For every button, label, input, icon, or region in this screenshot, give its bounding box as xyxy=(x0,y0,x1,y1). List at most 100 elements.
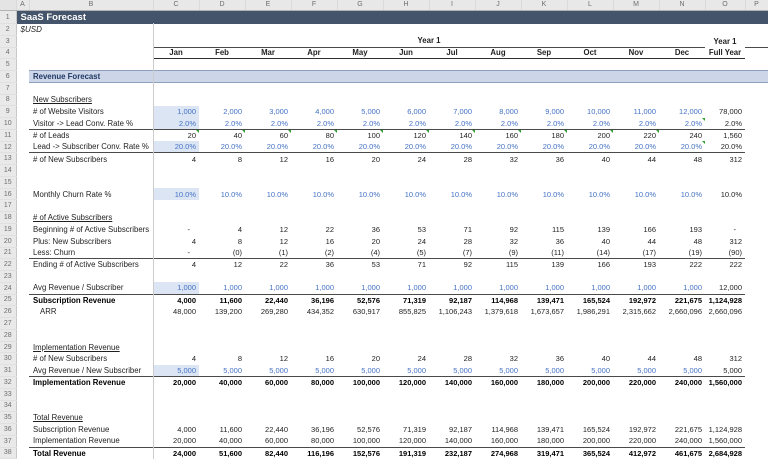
cell-O15[interactable] xyxy=(705,176,745,188)
row-label-22[interactable]: Ending # of Active Subscribers xyxy=(29,258,153,271)
cell-K8[interactable] xyxy=(521,94,567,106)
cell-N13[interactable]: 48 xyxy=(659,152,705,165)
cell-B23[interactable] xyxy=(29,271,153,283)
row-header-12[interactable]: 12 xyxy=(0,141,17,154)
cell-H30[interactable]: 24 xyxy=(417,354,426,364)
cell-N25[interactable]: 221,675 xyxy=(659,293,705,306)
cell-A34[interactable] xyxy=(16,400,29,412)
cell-A26[interactable] xyxy=(16,306,29,318)
cell-N20[interactable]: 48 xyxy=(693,236,702,246)
cell-P34[interactable] xyxy=(745,400,768,412)
cell-L37[interactable]: 200,000 xyxy=(582,436,610,446)
cell-J13[interactable]: 32 xyxy=(475,152,521,165)
cell-K34[interactable] xyxy=(521,400,567,412)
cell-N16[interactable]: 10.0% xyxy=(680,189,702,199)
cell-N23[interactable] xyxy=(659,271,705,283)
cell-C30[interactable]: 4 xyxy=(191,354,196,364)
row-label-13[interactable]: # of New Subscribers xyxy=(29,152,153,165)
column-header-G[interactable]: G xyxy=(337,0,384,11)
cell-N37[interactable]: 240,000 xyxy=(674,436,702,446)
month-header-Aug[interactable]: Aug xyxy=(475,47,521,60)
month-header-Jul[interactable]: Jul xyxy=(429,47,475,60)
cell-J21[interactable]: (9) xyxy=(508,248,518,258)
cell-F22[interactable]: 36 xyxy=(291,258,337,271)
month-header-Feb[interactable]: Feb xyxy=(199,47,245,60)
cell-E38[interactable]: 82,440 xyxy=(245,446,291,459)
row-header-10[interactable]: 10 xyxy=(0,117,17,130)
cell-F9[interactable]: 4,000 xyxy=(315,107,334,117)
cell-M7[interactable] xyxy=(613,82,659,94)
cell-P3[interactable] xyxy=(745,35,768,48)
cell-O34[interactable] xyxy=(705,400,745,412)
cell-K37[interactable]: 180,000 xyxy=(536,436,564,446)
cell-N12[interactable]: 20.0% xyxy=(659,141,705,153)
cell-O28[interactable] xyxy=(705,329,745,341)
row-header-7[interactable]: 7 xyxy=(0,82,17,95)
cell-E19[interactable]: 12 xyxy=(279,224,288,234)
row-label-8[interactable]: New Subscribers xyxy=(33,95,92,105)
cell-K10[interactable]: 2.0% xyxy=(546,118,564,128)
cell-M9[interactable]: 11,000 xyxy=(633,107,656,117)
row-header-5[interactable]: 5 xyxy=(0,58,17,72)
cell-J15[interactable] xyxy=(475,176,521,188)
cell-B28[interactable] xyxy=(29,329,153,341)
cell-G35[interactable] xyxy=(337,412,383,424)
cell-I29[interactable] xyxy=(429,341,475,353)
cell-D37[interactable]: 40,000 xyxy=(219,436,242,446)
cell-H16[interactable]: 10.0% xyxy=(404,189,426,199)
cell-D7[interactable] xyxy=(199,82,245,94)
cell-C24[interactable]: 1,000 xyxy=(153,282,199,295)
cell-N33[interactable] xyxy=(659,388,705,400)
cell-H24[interactable]: 1,000 xyxy=(407,283,426,293)
cell-D24[interactable]: 1,000 xyxy=(223,283,242,293)
cell-G19[interactable]: 36 xyxy=(371,224,380,234)
cell-I30[interactable]: 28 xyxy=(463,354,472,364)
cell-F2[interactable] xyxy=(291,24,337,36)
cell-J27[interactable] xyxy=(475,318,521,330)
cell-E11[interactable]: 60 xyxy=(245,128,291,142)
cell-K21[interactable]: (11) xyxy=(551,248,564,258)
row-header-32[interactable]: 32 xyxy=(0,376,17,389)
cell-I18[interactable] xyxy=(429,212,475,224)
cell-G30[interactable]: 20 xyxy=(371,354,380,364)
cell-L25[interactable]: 165,524 xyxy=(567,293,613,306)
cell-D35[interactable] xyxy=(199,412,245,424)
column-header-L[interactable]: L xyxy=(567,0,614,11)
cell-E28[interactable] xyxy=(245,329,291,341)
cell-E23[interactable] xyxy=(245,271,291,283)
cell-O12[interactable]: 20.0% xyxy=(720,142,742,152)
cell-K24[interactable]: 1,000 xyxy=(545,283,564,293)
cell-O11[interactable]: 1,560 xyxy=(705,128,745,142)
cell-C32[interactable]: 20,000 xyxy=(153,375,199,389)
cell-A38[interactable] xyxy=(16,447,29,459)
cell-K17[interactable] xyxy=(521,200,567,212)
row-header-24[interactable]: 24 xyxy=(0,282,17,295)
cell-M16[interactable]: 10.0% xyxy=(634,189,656,199)
cell-P17[interactable] xyxy=(745,200,768,212)
row-header-14[interactable]: 14 xyxy=(0,164,17,177)
cell-I26[interactable]: 1,106,243 xyxy=(438,307,472,317)
cell-C15[interactable] xyxy=(153,176,199,188)
cell-L22[interactable]: 166 xyxy=(567,258,613,271)
row-label-18[interactable]: # of Active Subscribers xyxy=(33,213,113,223)
cell-A28[interactable] xyxy=(16,329,29,341)
row-header-19[interactable]: 19 xyxy=(0,223,17,236)
cell-L27[interactable] xyxy=(567,318,613,330)
cell-C12[interactable]: 20.0% xyxy=(153,141,199,153)
cell-C8[interactable] xyxy=(153,94,199,106)
cell-O16[interactable]: 10.0% xyxy=(720,189,742,199)
cell-G9[interactable]: 5,000 xyxy=(361,107,380,117)
cell-J33[interactable] xyxy=(475,388,521,400)
cell-M22[interactable]: 193 xyxy=(613,258,659,271)
column-header-C[interactable]: C xyxy=(153,0,200,11)
cell-I25[interactable]: 92,187 xyxy=(429,293,475,306)
cell-O10[interactable]: 2.0% xyxy=(724,118,742,128)
cell-M25[interactable]: 192,972 xyxy=(613,293,659,306)
cell-G21[interactable]: (4) xyxy=(370,248,380,258)
cell-L9[interactable]: 10,000 xyxy=(587,107,610,117)
cell-K18[interactable] xyxy=(521,212,567,224)
cell-O30[interactable]: 312 xyxy=(729,354,742,364)
cell-J17[interactable] xyxy=(475,200,521,212)
cell-H29[interactable] xyxy=(383,341,429,353)
cell-J16[interactable]: 10.0% xyxy=(496,189,518,199)
